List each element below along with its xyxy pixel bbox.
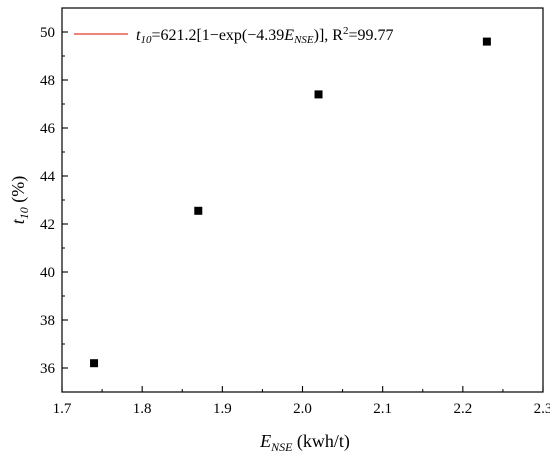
x-axis-title-rest: (kwh/t) <box>292 431 350 452</box>
y-tick-label: 42 <box>40 217 55 233</box>
data-points <box>90 37 491 368</box>
plot-frame <box>61 7 544 393</box>
y-tick-label: 44 <box>40 169 56 185</box>
data-point <box>314 90 323 99</box>
legend-t-sub: 10 <box>140 34 152 46</box>
y-tick-label: 48 <box>40 73 55 89</box>
legend-eq1: =621.2[1−exp(−4.39 <box>151 27 284 44</box>
legend-eq2: )], R <box>314 27 344 44</box>
x-tick-label: 2.2 <box>453 401 472 417</box>
x-axis-title-main: E <box>259 431 271 451</box>
x-tick-label: 2.1 <box>373 401 392 417</box>
y-tick-label: 46 <box>40 121 56 137</box>
x-axis-title: ENSE (kwh/t) <box>259 431 350 454</box>
data-point <box>482 37 491 46</box>
legend-e-sub: NSE <box>293 34 314 46</box>
legend: t10=621.2[1−exp(−4.39ENSE)], R2=99.77 <box>74 25 393 46</box>
legend-eq3: =99.77 <box>348 27 393 44</box>
y-tick-label: 36 <box>40 361 56 377</box>
data-point <box>194 206 203 215</box>
y-axis-title: t10 (%) <box>8 176 31 225</box>
x-tick-label: 2.0 <box>293 401 312 417</box>
x-tick-label: 1.8 <box>133 401 152 417</box>
x-tick-label: 1.9 <box>213 401 232 417</box>
y-axis-ticks: 36 38 40 42 44 46 48 50 <box>40 25 68 377</box>
y-tick-label: 38 <box>40 313 55 329</box>
x-axis-title-sub: NSE <box>270 440 293 454</box>
x-tick-label: 1.7 <box>53 401 72 417</box>
y-tick-label: 50 <box>40 25 55 41</box>
y-axis-title-rest: (%) <box>8 176 29 207</box>
legend-e: E <box>283 27 294 44</box>
x-axis-ticks: 1.7 1.8 1.9 2.0 2.1 2.2 2.3 <box>53 386 550 417</box>
legend-t: t <box>136 27 141 44</box>
legend-sup: 2 <box>343 25 349 37</box>
legend-text: t10=621.2[1−exp(−4.39ENSE)], R2=99.77 <box>136 25 393 46</box>
y-tick-label: 40 <box>40 265 55 281</box>
y-axis-title-main: t <box>8 218 28 224</box>
data-point <box>90 359 99 368</box>
y-axis-title-sub: 10 <box>17 207 31 219</box>
x-tick-label: 2.3 <box>534 401 550 417</box>
